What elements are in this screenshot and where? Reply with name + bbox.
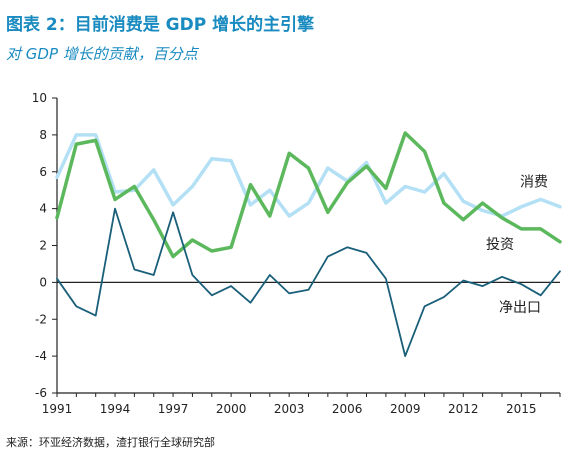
x-tick-label: 2003 [274, 402, 305, 416]
x-tick-label: 1997 [158, 402, 189, 416]
series-line-net-exports [56, 207, 561, 358]
y-tick-label: 4 [39, 202, 47, 216]
y-tick-label: -6 [35, 386, 47, 400]
series-label-investment: 投资 [486, 237, 514, 253]
y-tick-label: 8 [39, 128, 47, 142]
x-tick-label: 2006 [332, 402, 363, 416]
chart-title: 图表 2：目前消费是 GDP 增长的主引擎 [6, 15, 315, 35]
series-lines [55, 131, 562, 358]
x-tick-label: 2012 [448, 402, 479, 416]
y-tick-label: -2 [35, 312, 47, 326]
source-note: 来源：环亚经济数据，渣打银行全球研究部 [6, 436, 215, 449]
chart-subtitle: 对 GDP 增长的贡献，百分点 [6, 45, 198, 63]
axes: -6 -4 -2 0 2 4 6 8 10 1991 1994 1997 2000 2003 2006 200… [32, 91, 561, 416]
x-tick-label: 1991 [42, 402, 73, 416]
x-tick-label: 2000 [216, 402, 247, 416]
y-tick-label: 2 [39, 239, 47, 253]
y-tick-label: -4 [35, 349, 47, 363]
y-tick-label: 6 [39, 165, 47, 179]
x-tick-label: 2015 [506, 402, 537, 416]
series-line-investment [55, 131, 562, 259]
series-label-consumption: 消费 [520, 175, 548, 191]
x-tick-label: 2009 [390, 402, 421, 416]
y-tick-label: 0 [39, 275, 47, 289]
series-label-net-exports: 净出口 [499, 300, 541, 316]
y-tick-label: 10 [32, 91, 47, 105]
x-tick-label: 1994 [100, 402, 131, 416]
